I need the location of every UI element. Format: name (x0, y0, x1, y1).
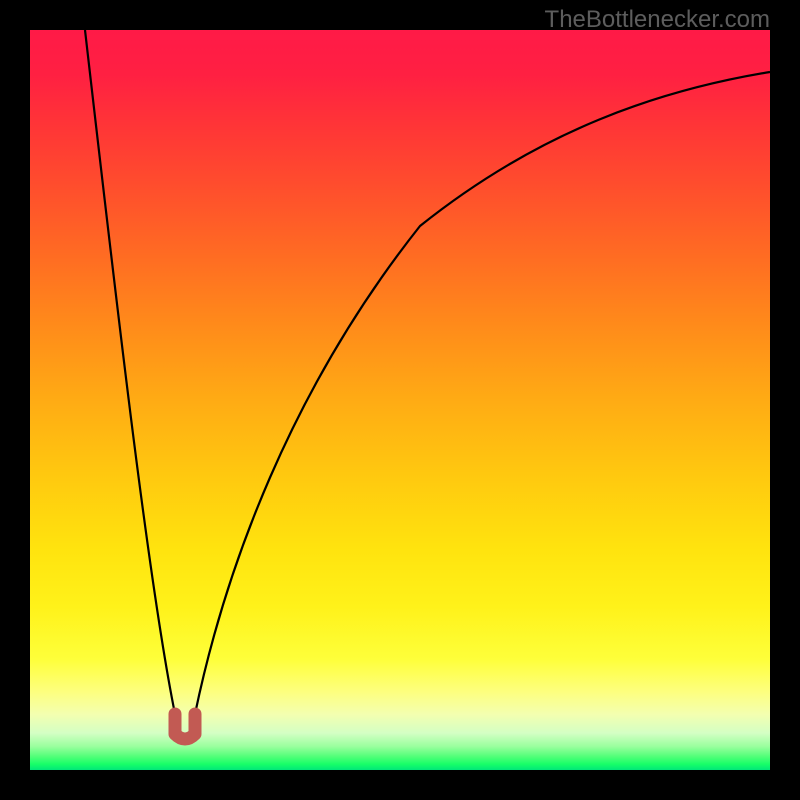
chart-svg (0, 0, 800, 800)
watermark-text: TheBottlenecker.com (545, 6, 770, 34)
gradient-background (30, 30, 770, 770)
